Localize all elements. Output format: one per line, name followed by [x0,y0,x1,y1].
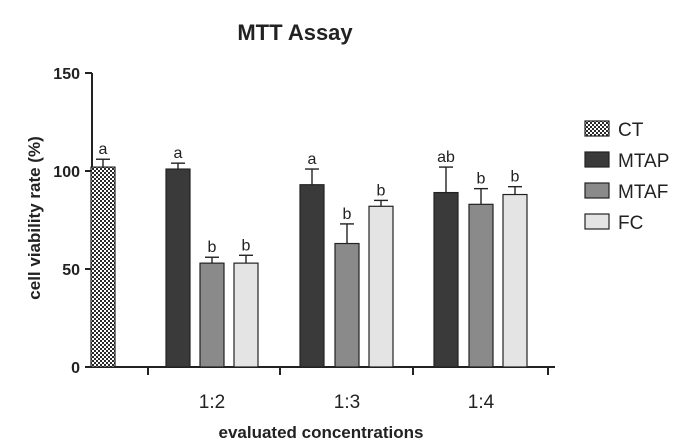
bar-fc-1:4 [502,193,528,368]
x-tick-label: 1:2 [199,392,225,413]
significance-label: b [477,171,486,188]
significance-label: a [174,145,183,162]
legend-swatch-ct [584,120,610,137]
y-tick-label: 150 [53,66,80,83]
legend-label-fc: FC [618,213,643,234]
bar-mtaf-1:4 [468,203,494,368]
bar-mtap-1:3 [299,184,325,368]
chart-title: MTT Assay [237,20,353,45]
legend-swatch-fc [584,213,610,230]
significance-label: ab [437,149,455,166]
y-tick-label: 0 [71,360,80,377]
bar-fc-1:2 [233,262,259,368]
x-axis-ticks: 1:2 1:3 1:4 [147,367,549,413]
significance-label: a [99,141,108,158]
legend-swatch-mtap [584,151,610,168]
bar-mtaf-1:3 [334,242,360,368]
legend: CT MTAP MTAF FC [584,120,669,234]
significance-label: b [242,237,251,254]
x-axis-label: evaluated concentrations [218,423,423,442]
bar-mtaf-1:2 [199,262,225,368]
significance-label: b [208,239,217,256]
x-tick-label: 1:4 [468,392,495,413]
significance-label: a [308,151,317,168]
legend-swatch-mtaf [584,182,610,199]
y-axis-label: cell viability rate (%) [25,136,44,299]
y-tick-label: 50 [62,262,80,279]
legend-label-mtap: MTAP [618,151,669,172]
significance-label: b [511,169,520,186]
y-tick-label: 100 [53,164,80,181]
legend-label-ct: CT [618,120,644,141]
y-axis-ticks: 0 50 100 150 [53,66,92,377]
x-tick-label: 1:3 [334,392,360,413]
bar-fc-1:3 [368,205,394,368]
bar-mtap-1:2 [165,168,191,368]
legend-label-mtaf: MTAF [618,182,668,203]
significance-label: b [377,182,386,199]
bar-ct-control [90,166,116,368]
bar-mtap-1:4 [433,191,459,368]
significance-label: b [343,206,352,223]
